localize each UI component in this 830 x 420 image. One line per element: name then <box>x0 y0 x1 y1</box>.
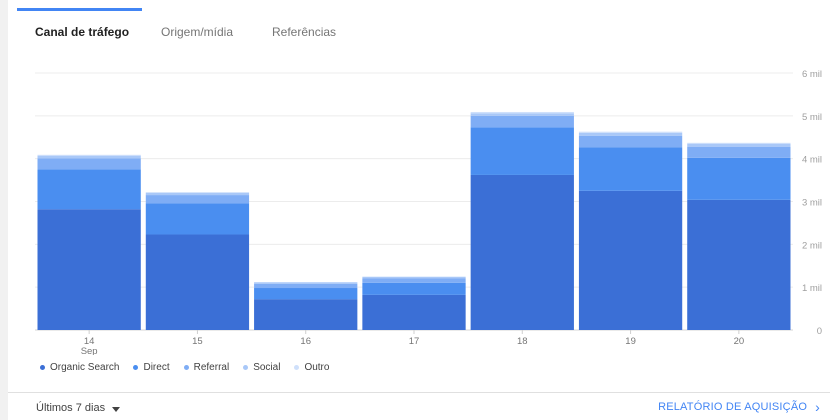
y-tick-label: 1 mil <box>802 283 822 294</box>
bar-segment <box>578 131 683 133</box>
bar-segment <box>37 158 141 170</box>
y-tick-label: 5 mil <box>802 112 822 123</box>
legend-label: Direct <box>143 362 170 373</box>
legend-dot-icon <box>243 365 249 370</box>
bar-segment <box>578 190 683 330</box>
bar-segment <box>37 209 141 330</box>
bar-segment <box>145 195 250 204</box>
bar-segment <box>470 111 574 114</box>
bar-segment <box>470 127 574 175</box>
x-tick-label: 17 <box>409 336 420 347</box>
date-range-label: Últimos 7 dias <box>36 402 106 414</box>
x-tick-label: 18 <box>517 336 528 347</box>
bar-segment <box>145 203 250 235</box>
bar-segment <box>687 157 791 200</box>
x-tick-label: 15 <box>192 336 203 347</box>
bar-segment <box>254 282 358 284</box>
active-tab-indicator <box>17 8 142 11</box>
legend-item: Social <box>243 362 280 373</box>
legend-item: Referral <box>183 362 230 373</box>
caret-down-icon <box>112 406 121 412</box>
bar-segment <box>362 282 466 295</box>
x-tick-sublabel: Sep <box>81 346 98 355</box>
y-tick-label: 6 mil <box>802 69 822 80</box>
chevron-right-icon: › <box>815 398 820 415</box>
y-tick-label: 4 mil <box>802 155 822 166</box>
bar-segment <box>362 276 466 279</box>
y-tick-label: 2 mil <box>802 240 822 251</box>
legend-dot-icon <box>133 365 139 370</box>
bar-segment <box>145 234 250 330</box>
date-range-dropdown[interactable]: Últimos 7 dias <box>36 402 121 414</box>
bar-segment <box>254 299 358 330</box>
bar-segment <box>578 147 683 191</box>
tab-traffic-channel[interactable]: Canal de tráfego <box>35 25 130 39</box>
legend-dot-icon <box>183 365 189 370</box>
bar-segment <box>254 288 358 300</box>
bar-segment <box>145 192 250 193</box>
x-tick-label: 19 <box>625 336 636 347</box>
x-tick-label: 14 <box>84 336 95 347</box>
card-gutter <box>0 0 8 420</box>
legend-label: Social <box>253 362 281 373</box>
chart-legend: Organic Search Direct Referral Social Outro <box>40 362 329 373</box>
tab-referrals[interactable]: Referências <box>272 25 337 39</box>
footer-divider <box>8 392 830 393</box>
bar-segment <box>362 278 466 283</box>
legend-item: Direct <box>133 362 170 373</box>
bar-segment <box>687 143 791 147</box>
legend-label: Outro <box>304 362 330 373</box>
acquisition-report-link[interactable]: RELATÓRIO DE AQUISIÇÃO › <box>658 398 820 415</box>
legend-dot-icon <box>294 365 300 370</box>
tab-source-medium[interactable]: Origem/mídia <box>161 25 234 39</box>
legend-dot-icon <box>40 365 45 370</box>
bar-segment <box>578 135 683 148</box>
bar-segment <box>578 132 683 136</box>
bar-segment <box>37 154 141 156</box>
report-link-label: RELATÓRIO DE AQUISIÇÃO <box>658 401 808 413</box>
y-tick-label: 3 mil <box>802 198 822 209</box>
bar-segment <box>687 146 791 158</box>
legend-label: Organic Search <box>50 362 120 373</box>
bar-segment <box>470 113 574 116</box>
bar-segment <box>37 155 141 159</box>
bar-segment <box>687 199 791 330</box>
legend-label: Referral <box>193 362 230 373</box>
legend-item: Organic Search <box>40 362 119 373</box>
bar-segment <box>145 192 250 196</box>
bar-segment <box>362 294 466 330</box>
bar-segment <box>470 115 574 128</box>
bar-segment <box>254 283 358 289</box>
legend-item: Outro <box>294 362 329 373</box>
bar-segment <box>37 169 141 210</box>
x-tick-label: 20 <box>734 336 745 347</box>
y-tick-label: 0 <box>817 326 822 337</box>
x-tick-label: 16 <box>300 336 311 347</box>
bar-segment <box>470 174 574 330</box>
bar-segment <box>687 142 791 144</box>
